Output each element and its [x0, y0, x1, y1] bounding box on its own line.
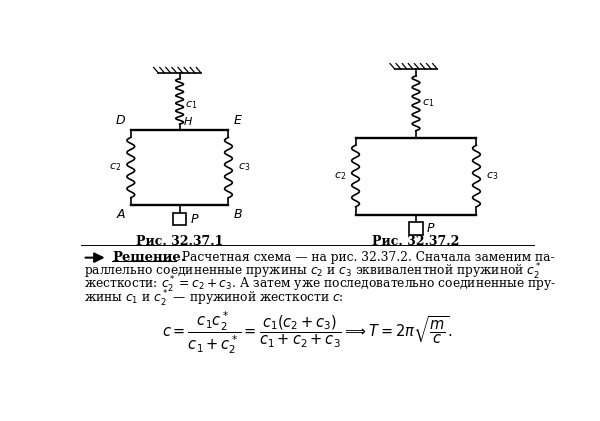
Text: $P$: $P$: [190, 213, 200, 226]
Text: $c_2$: $c_2$: [109, 162, 121, 173]
Text: $H$: $H$: [183, 115, 193, 127]
Text: жесткости: $c_2^* = c_2 + c_3$. А затем уже последовательно соединенные пру-: жесткости: $c_2^* = c_2 + c_3$. А затем …: [84, 275, 557, 296]
Text: Рис. 32.37.1: Рис. 32.37.1: [136, 234, 223, 248]
Bar: [173, 213, 186, 225]
Text: $E$: $E$: [233, 114, 243, 127]
Text: $c_1$: $c_1$: [422, 97, 434, 109]
Text: Решение.: Решение.: [112, 251, 186, 264]
Text: $c_2$: $c_2$: [334, 170, 346, 182]
Text: $D$: $D$: [115, 114, 126, 127]
Text: $A$: $A$: [116, 208, 126, 221]
Text: $c_3$: $c_3$: [238, 162, 250, 173]
Text: Рис. 32.37.2: Рис. 32.37.2: [373, 234, 460, 248]
Text: $B$: $B$: [233, 208, 243, 221]
Text: $P$: $P$: [427, 222, 436, 235]
Text: раллельно соединенные пружины $c_2$ и $c_3$ эквивалентной пружиной $c_2^*$: раллельно соединенные пружины $c_2$ и $c…: [84, 261, 542, 282]
Text: $c_3$: $c_3$: [486, 170, 498, 182]
Text: Расчетная схема — на рис. 32.37.2. Сначала заменим па-: Расчетная схема — на рис. 32.37.2. Снача…: [178, 251, 555, 264]
Text: $c_1$: $c_1$: [185, 99, 197, 111]
Text: $c = \dfrac{c_1 c_2^*}{c_1 + c_2^*} = \dfrac{c_1(c_2 + c_3)}{c_1 + c_2 + c_3}\Lo: $c = \dfrac{c_1 c_2^*}{c_1 + c_2^*} = \d…: [162, 309, 453, 356]
Bar: [409, 222, 422, 234]
Text: жины $c_1$ и $c_2^*$ — пружиной жесткости $c$:: жины $c_1$ и $c_2^*$ — пружиной жесткост…: [84, 289, 344, 309]
